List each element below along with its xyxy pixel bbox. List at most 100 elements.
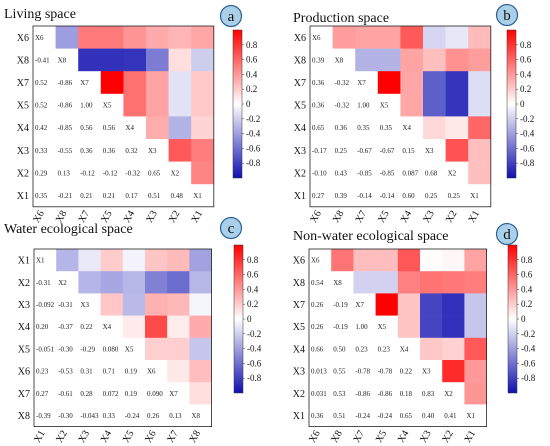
heatmap-cell [442,293,465,316]
cell-value-label: 0.54 [311,279,324,287]
heatmap-cell [397,249,421,272]
row-label: X7 [294,78,306,89]
panel-c: Water ecological space cX1-0.31 X2-0.092 -0… [4,216,262,445]
cell-value-label: X3 [80,301,89,309]
heatmap-cell [56,271,79,294]
cell-value-label: 0.51 [333,412,346,420]
heatmap-cell [167,382,190,405]
column-label: X2 [167,209,183,225]
cell-value-label: 0.36 [335,124,348,132]
heatmap-cell [445,71,469,95]
heatmap-cell [146,26,169,49]
cell-value-label: 0.36 [312,79,325,87]
heatmap-cell [468,184,492,208]
cell-value-label: 0.080 [103,345,119,353]
cell-value-label: -0.78 [355,368,370,376]
heatmap-cell [397,315,421,339]
heatmap-cell [122,315,146,339]
heatmap-cell [397,337,421,361]
cell-value-label: X6 [311,257,320,265]
row-label: X7 [18,389,30,400]
cell-value-label: 0.35 [380,124,393,132]
colorbar-tick-label: 0.6 [521,270,533,280]
heatmap-cell [355,26,379,49]
cell-value-label: -0.30 [58,345,73,353]
row-label: X4 [17,123,29,134]
cell-value-label: 0.27 [312,192,325,200]
row-label: X8 [18,411,30,422]
colorbar-tick-label: -0.2 [521,329,535,339]
cell-value-label: -0.19 [333,323,348,331]
heatmap-cell [331,271,354,294]
heatmap-cell [145,271,168,294]
heatmap-cell [442,315,465,339]
heatmap-cell [423,71,446,95]
panel-a: Living space a X6 -0.41 X8 0.52 -0.86 X7 0.52 -0.… [4,4,261,225]
cell-value-label: 0.25 [448,192,461,200]
column-label: X6 [31,209,47,225]
heatmap-cell [100,271,124,294]
heatmap-cell [353,249,376,272]
heatmap-cell [400,26,424,49]
colorbar-tick-label: 0 [521,314,526,324]
cell-value-label: 0.55 [333,368,346,376]
cell-value-label: 0.71 [103,368,116,376]
colorbar-tick-label: -0.8 [520,158,535,168]
row-label: X5 [293,322,305,333]
heatmap-cell [34,249,57,272]
row-label: X6 [18,367,30,378]
cell-value-label: X5 [380,102,389,110]
cell-value-label: X4 [125,124,134,132]
cell-value-label: 0.20 [36,323,49,331]
heatmap-cell [332,48,356,72]
colorbar-tick-label: 0.6 [520,55,532,65]
heatmap-cell [100,71,124,95]
cell-value-label: -0.86 [355,390,370,398]
heatmap-cell [100,48,124,72]
cell-value-label: X6 [312,34,321,42]
heatmap-cell [191,184,215,208]
colorbar-tick-label: 0.2 [246,84,257,94]
heatmap-cell [33,26,56,49]
row-label: X1 [293,411,305,422]
heatmap-cell [189,293,212,316]
cell-value-label: 0.32 [125,147,138,155]
heatmap-cell [445,161,469,185]
cell-value-label: -0.67 [380,147,395,155]
cell-value-label: -0.32 [335,102,350,110]
heatmap-cell [122,337,146,361]
colorbar-tick-label: -0.4 [246,129,261,139]
cell-value-label: -0.19 [333,301,348,309]
panel-title: Production space [293,11,389,26]
cell-value-label: 0.48 [171,192,184,200]
heatmap-cell [191,139,215,162]
column-label: X3 [418,429,434,445]
row-label: X2 [18,278,30,289]
heatmap-cell [146,139,169,162]
column-label: X1 [462,429,478,445]
heatmap-cell [423,48,446,72]
heatmap-cell [420,315,443,339]
cell-value-label: 0.36 [80,147,93,155]
cell-value-label: -0.78 [378,368,393,376]
heatmap-cell [168,116,192,140]
heatmap-cell [146,93,169,117]
heatmap-cell [145,293,168,316]
cell-value-label: 0.072 [103,390,119,398]
heatmap-cell [464,293,487,316]
column-label: X8 [331,209,347,225]
heatmap-cell [55,26,79,49]
row-label: X8 [293,278,305,289]
cell-value-label: X2 [171,169,180,177]
heatmap-cell [332,26,356,49]
cell-value-label: 0.23 [378,345,391,353]
heatmap-frame [32,25,215,208]
heatmap-frame [33,248,213,428]
cell-value-label: -0.24 [355,412,370,420]
cell-value-label: X4 [103,323,112,331]
heatmap-cell [123,26,147,49]
heatmap-cell [420,337,443,361]
cell-value-label: 0.087 [402,169,418,177]
colorbar-tick-label: 0 [247,314,252,324]
cell-value-label: -0.14 [357,192,372,200]
